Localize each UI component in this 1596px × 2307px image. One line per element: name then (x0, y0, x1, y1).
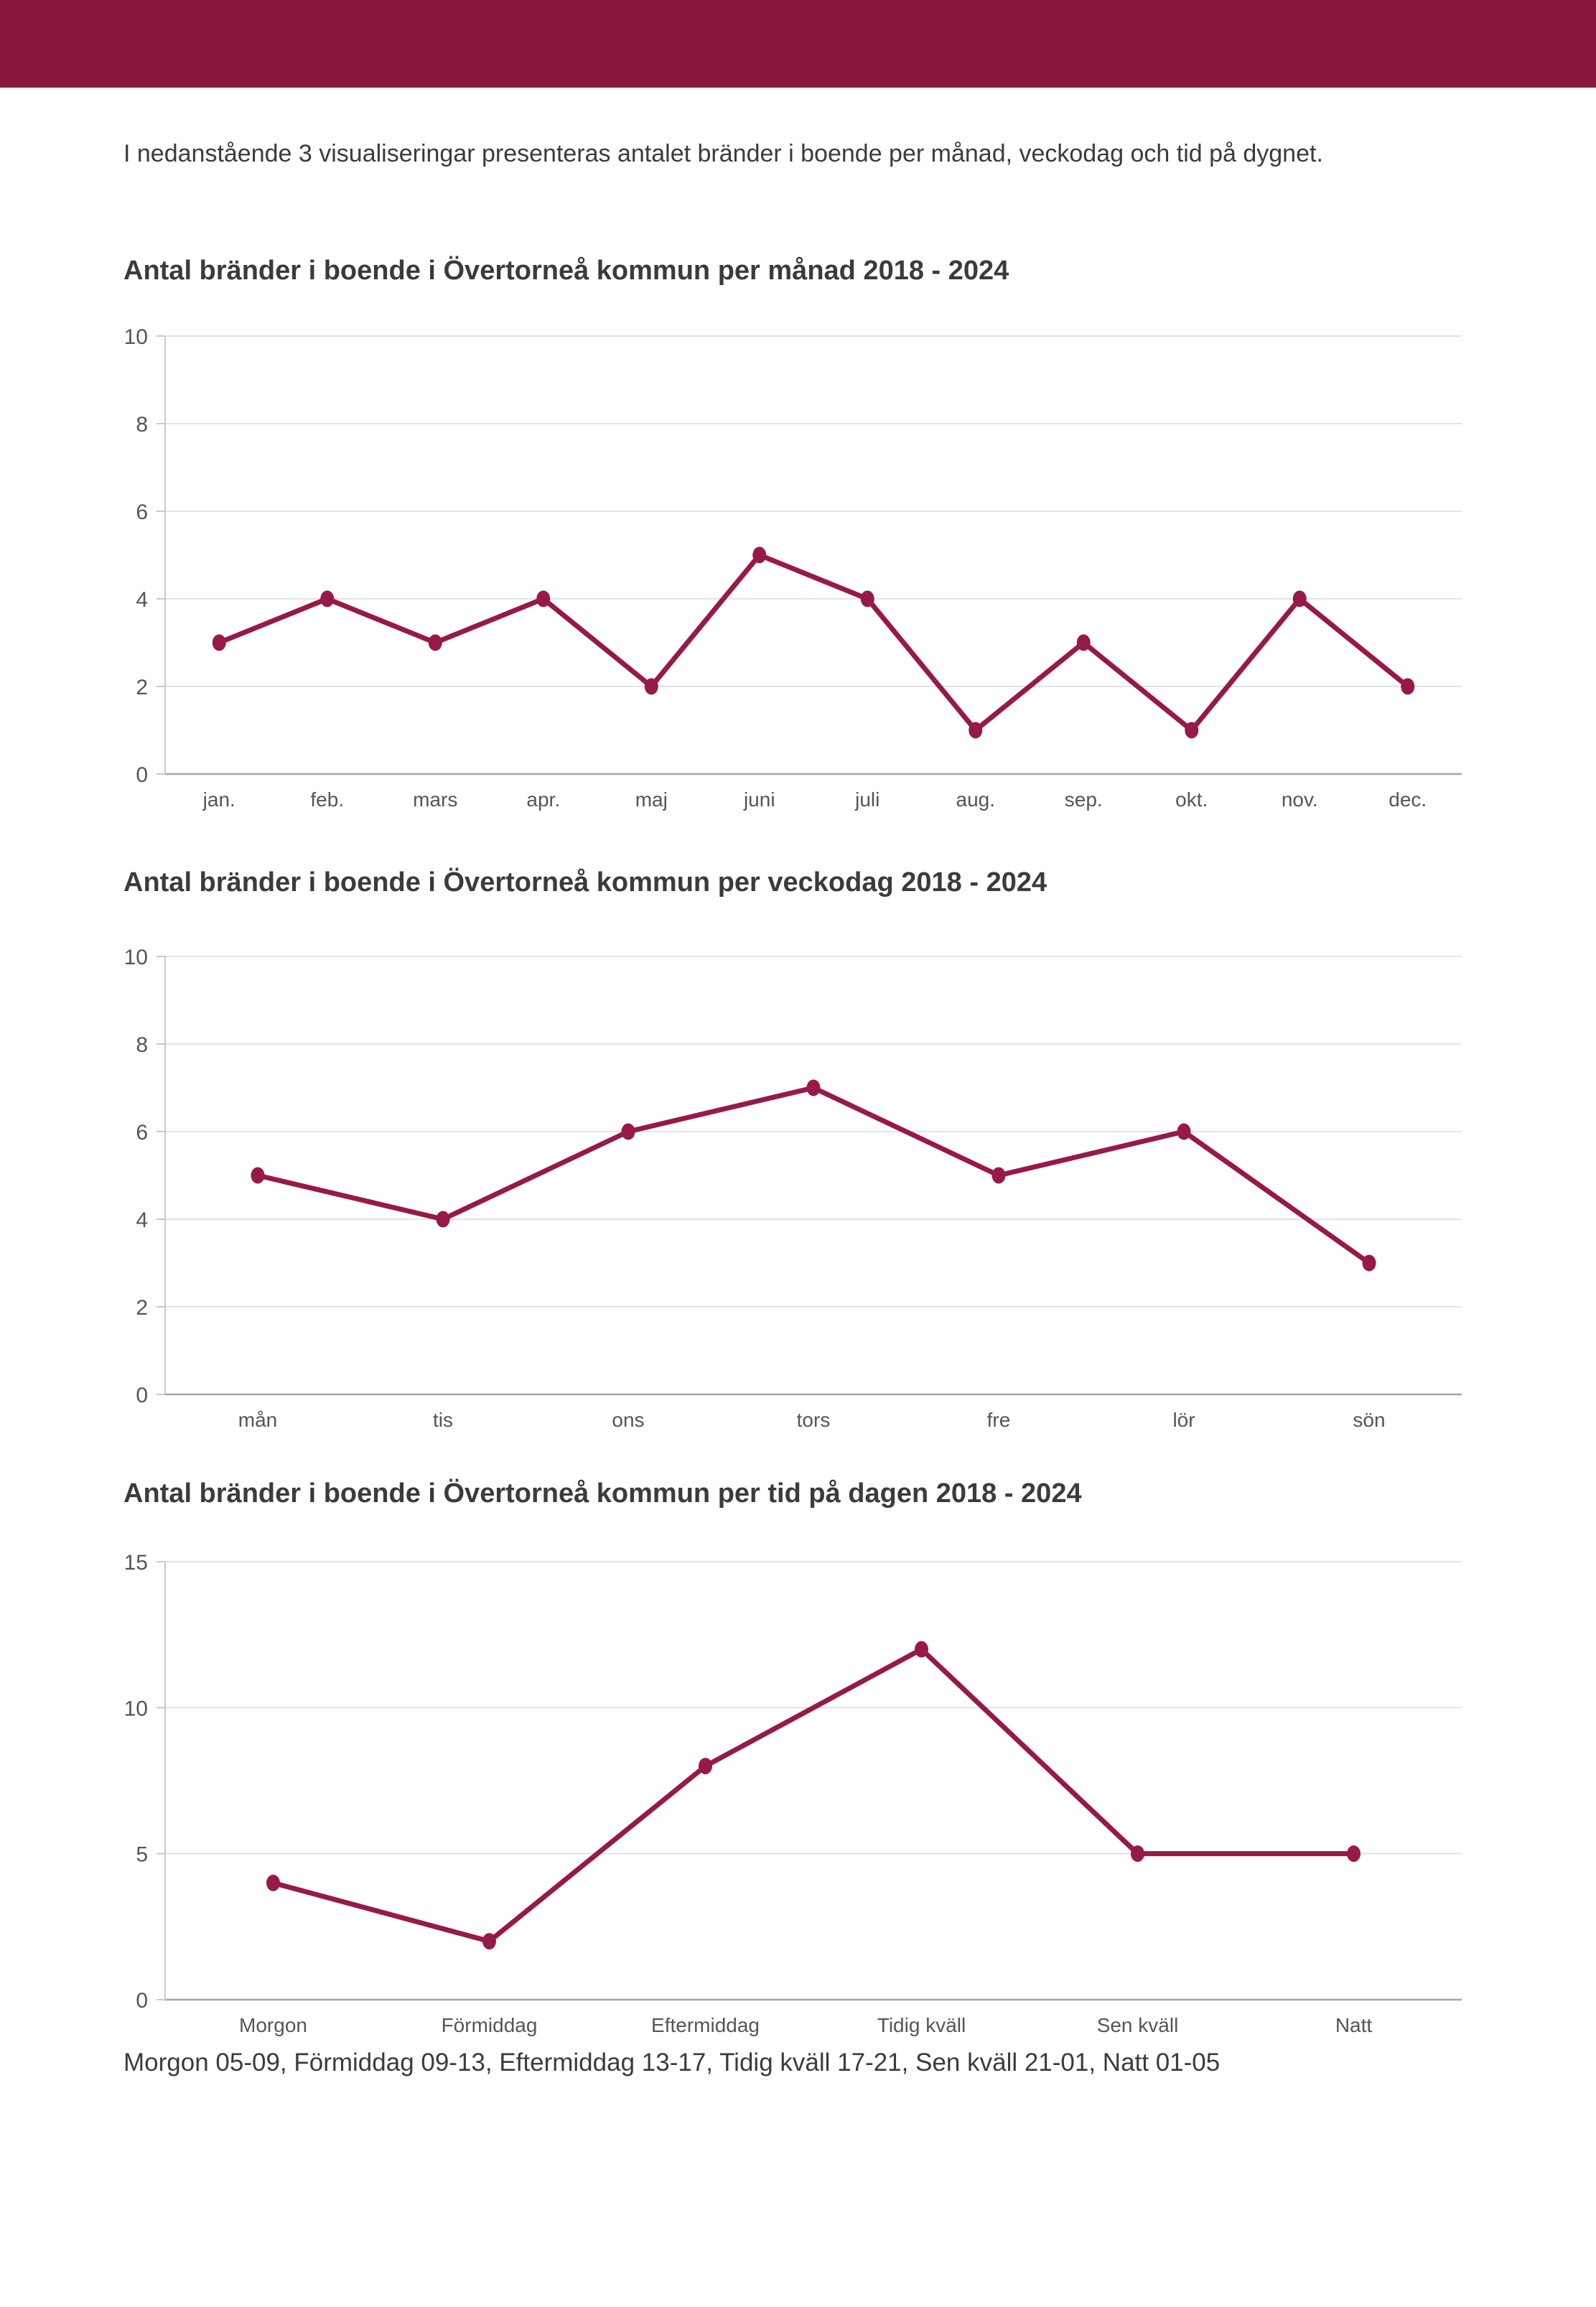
x-category-label: fre (987, 1409, 1011, 1431)
x-category-label: apr. (526, 788, 560, 811)
data-point (1401, 678, 1415, 695)
x-category-label: juli (854, 788, 879, 811)
y-tick-label: 4 (136, 588, 148, 612)
data-point (1362, 1254, 1376, 1271)
footer-note: Morgon 05-09, Förmiddag 09-13, Eftermidd… (123, 2049, 1221, 2077)
data-point (1131, 1845, 1144, 1863)
y-tick-label: 10 (124, 325, 148, 349)
chart-title-time-of-day: Antal bränder i boende i Övertorneå komm… (123, 1478, 1082, 1509)
x-category-label: tors (797, 1409, 831, 1431)
x-category-label: Förmiddag (442, 2014, 538, 2036)
data-point (752, 546, 767, 564)
x-category-label: jan. (202, 788, 235, 811)
x-category-label: sep. (1065, 788, 1103, 811)
data-point (1076, 634, 1091, 651)
chart-time-of-day: 0 5 10 15 Morgon Förmiddag Eftermiddag Tidig kv… (124, 1551, 1462, 2036)
data-point (806, 1079, 821, 1096)
data-line (255, 1085, 1372, 1265)
y-tick-label: 2 (136, 676, 148, 699)
x-category-label: Natt (1335, 2014, 1373, 2036)
data-point (699, 1758, 712, 1775)
data-point (1347, 1845, 1361, 1863)
x-category-label: lör (1172, 1409, 1195, 1431)
x-category-label: Tidig kväll (877, 2014, 966, 2036)
x-category-label: dec. (1389, 788, 1427, 811)
x-category-label: juni (743, 788, 775, 811)
x-category-label: tis (433, 1409, 453, 1431)
data-point (1185, 722, 1199, 739)
x-category-label: feb. (310, 788, 344, 811)
y-tick-label: 10 (124, 1697, 148, 1720)
data-point (860, 590, 874, 607)
y-tick-label: 5 (136, 1843, 148, 1867)
header-bar (0, 0, 1596, 88)
data-point (969, 722, 983, 739)
y-tick-label: 0 (136, 763, 148, 787)
data-point (1292, 590, 1307, 607)
chart-title-monthly: Antal bränder i boende i Övertorneå komm… (123, 255, 1009, 286)
x-category-label: mars (413, 788, 457, 811)
data-point (436, 1211, 450, 1227)
y-tick-label: 8 (136, 1033, 148, 1057)
y-tick-label: 0 (136, 1989, 148, 2013)
y-tick-label: 10 (124, 946, 148, 969)
chart-title-weekday: Antal bränder i boende i Övertorneå komm… (123, 867, 1047, 898)
data-point (212, 634, 226, 651)
data-point (991, 1167, 1006, 1183)
y-tick-label: 6 (136, 500, 148, 524)
y-tick-label: 4 (136, 1208, 148, 1232)
x-category-label: Sen kväll (1097, 2014, 1179, 2036)
data-point (428, 634, 442, 651)
x-category-label: maj (635, 788, 668, 811)
x-category-label: okt. (1175, 788, 1208, 811)
data-point (644, 678, 658, 695)
data-point (482, 1933, 496, 1950)
data-line (271, 1646, 1356, 1944)
y-tick-label: 2 (136, 1296, 148, 1320)
y-tick-label: 15 (124, 1551, 148, 1575)
x-category-label: mån (238, 1409, 277, 1431)
data-point (251, 1167, 265, 1183)
data-point (320, 590, 335, 607)
data-point (621, 1123, 635, 1139)
x-category-label: Eftermiddag (651, 2014, 760, 2036)
data-point (536, 590, 551, 607)
intro-text: I nedanstående 3 visualiseringar present… (123, 140, 1323, 167)
y-tick-label: 0 (136, 1384, 148, 1407)
chart-weekday: 0 2 4 6 8 10 mån tis ons tors fre lör sön (124, 946, 1462, 1431)
x-category-label: ons (612, 1409, 644, 1431)
data-point (1177, 1123, 1191, 1139)
data-point (915, 1641, 928, 1658)
x-category-label: sön (1353, 1409, 1385, 1431)
y-tick-label: 8 (136, 413, 148, 437)
x-category-label: nov. (1282, 788, 1318, 811)
chart-monthly: 0 2 4 6 8 10 jan. feb. mars apr. maj juni juli aug. se… (124, 325, 1462, 811)
data-line (216, 552, 1411, 733)
x-category-label: Morgon (239, 2014, 307, 2036)
data-point (266, 1874, 280, 1891)
x-category-label: aug. (956, 788, 996, 811)
y-tick-label: 6 (136, 1121, 148, 1145)
